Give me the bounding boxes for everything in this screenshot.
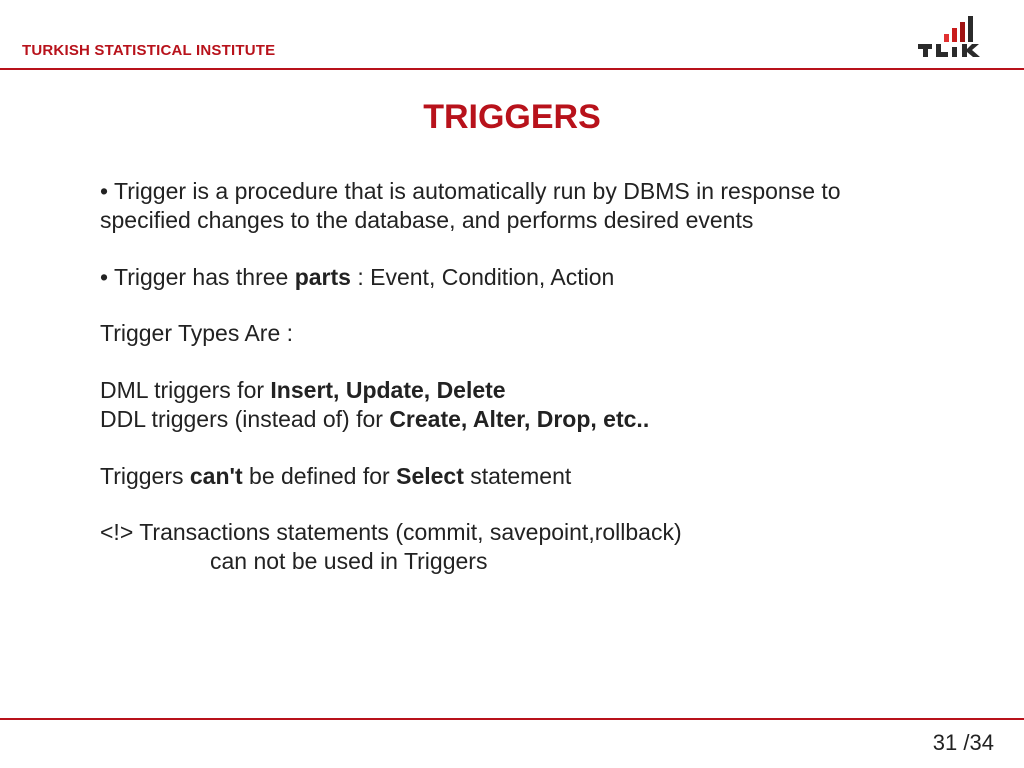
header: TURKISH STATISTICAL INSTITUTE [0,0,1024,68]
dml-line: DML triggers for Insert, Update, Delete [100,376,929,405]
footer-rule [0,718,1024,720]
page-current: 31 [933,730,957,755]
bold-ddl: Create, Alter, Drop, etc.. [389,406,649,432]
logo-icon [914,14,1000,58]
note-line-2: can not be used in Triggers [100,547,929,576]
org-name: TURKISH STATISTICAL INSTITUTE [22,42,275,59]
bold-cant: can't [190,463,243,489]
bold-dml: Insert, Update, Delete [270,377,505,403]
cant-line: Triggers can't be defined for Select sta… [100,462,929,491]
text: DML triggers for [100,377,270,403]
text: statement [464,463,571,489]
bullet-2: • Trigger has three parts : Event, Condi… [100,263,929,292]
bold-select: Select [396,463,464,489]
text: Triggers [100,463,190,489]
types-label: Trigger Types Are : [100,319,929,348]
slide-body: • Trigger is a procedure that is automat… [100,177,929,576]
bold-parts: parts [295,264,351,290]
page-number: 31 /34 [933,730,994,756]
ddl-line: DDL triggers (instead of) for Create, Al… [100,405,929,434]
text: be defined for [243,463,396,489]
text: : Event, Condition, Action [351,264,614,290]
slide-title: TRIGGERS [0,98,1024,137]
header-rule [0,68,1024,70]
bullet-1: • Trigger is a procedure that is automat… [100,177,929,235]
slide: TURKISH STATISTICAL INSTITUTE TRIGGERS •… [0,0,1024,768]
page-sep: / [957,730,969,755]
text: • Trigger has three [100,264,295,290]
page-total: 34 [970,730,994,755]
text: DDL triggers (instead of) for [100,406,389,432]
note-line-1: <!> Transactions statements (commit, sav… [100,518,929,547]
